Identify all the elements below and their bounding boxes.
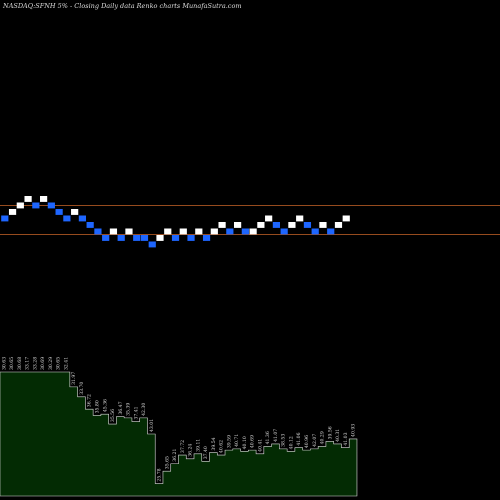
volume-label-14: 45.36 [102, 399, 108, 412]
renko-brick-1 [1, 215, 9, 222]
renko-brick-25 [187, 235, 195, 241]
renko-brick-37 [280, 228, 288, 235]
renko-brick-7 [47, 202, 55, 209]
renko-brick-33 [249, 228, 257, 235]
volume-label-43: 39.56 [327, 426, 333, 439]
volume-label-26: 39.11 [195, 439, 201, 452]
volume-label-38: 40.12 [289, 436, 295, 449]
renko-brick-8 [55, 209, 63, 215]
volume-label-32: 40.10 [242, 436, 248, 449]
renko-brick-10 [71, 209, 79, 215]
renko-brick-28 [210, 228, 218, 235]
renko-brick-3 [16, 202, 24, 209]
volume-label-46: 40.93 [351, 424, 357, 437]
renko-brick-20 [148, 241, 156, 248]
volume-area [0, 371, 358, 497]
renko-brick-21 [156, 235, 164, 241]
renko-brick-26 [195, 228, 203, 235]
volume-label-28: 39.54 [211, 437, 217, 450]
volume-label-29: 40.62 [219, 440, 225, 453]
volume-panel [0, 371, 358, 497]
renko-brick-38 [288, 222, 296, 228]
volume-label-18: 37.41 [133, 406, 139, 419]
volume-label-1: 30.63 [1, 357, 7, 370]
volume-label-45: 41.03 [343, 432, 349, 445]
volume-label-21: 25.78 [157, 468, 163, 481]
volume-label-35: 41.36 [265, 431, 271, 444]
volume-label-23: 36.21 [172, 449, 178, 462]
volume-label-12: 36.72 [87, 394, 93, 407]
renko-brick-2 [8, 209, 17, 215]
renko-brick-4 [24, 196, 32, 202]
renko-brick-5 [32, 202, 40, 209]
renko-brick-34 [257, 222, 265, 228]
volume-label-2: 30.65 [9, 357, 15, 370]
volume-label-6: 30.69 [40, 357, 46, 370]
renko-brick-41 [311, 228, 319, 235]
volume-label-11: 33.70 [79, 382, 85, 395]
volume-label-22: 35.65 [164, 456, 170, 469]
volume-label-15: 35.56 [110, 409, 116, 422]
volume-label-44: 40.31 [335, 429, 341, 442]
volume-label-42: 40.29 [320, 431, 326, 444]
volume-label-10: 31.97 [71, 372, 77, 385]
volume-label-24: 37.72 [180, 440, 186, 453]
renko-brick-13 [94, 228, 102, 235]
renko-brick-16 [117, 235, 125, 241]
renko-brick-24 [179, 228, 187, 235]
volume-label-8: 30.65 [56, 357, 62, 370]
volume-label-40: 40.96 [304, 435, 310, 448]
renko-brick-35 [265, 215, 273, 222]
volume-label-37: 38.53 [281, 434, 287, 447]
volume-label-36: 41.07 [273, 429, 279, 442]
volume-label-17: 35.39 [126, 403, 132, 416]
renko-brick-19 [140, 235, 149, 241]
volume-label-31: 40.71 [234, 434, 240, 447]
renko-brick-42 [319, 222, 327, 228]
renko-brick-12 [86, 222, 94, 228]
renko-brick-44 [334, 222, 343, 228]
volume-label-41: 42.07 [312, 434, 318, 447]
volume-label-9: 32.41 [63, 357, 69, 370]
renko-brick-29 [218, 222, 226, 228]
reference-lines [0, 205, 500, 235]
renko-bricks [1, 196, 350, 248]
renko-brick-39 [296, 215, 304, 222]
renko-brick-27 [202, 235, 211, 241]
volume-label-19: 42.30 [141, 403, 147, 416]
volume-label-20: 43.01 [149, 419, 155, 432]
renko-brick-15 [109, 228, 118, 235]
renko-brick-43 [327, 228, 335, 235]
volume-labels: 30.63 30.65 30.68 33.17 33.28 30.69 30.29 30.65… [1, 357, 356, 482]
renko-brick-22 [164, 228, 172, 235]
renko-brick-31 [234, 222, 242, 228]
volume-label-5: 33.28 [32, 357, 38, 370]
renko-brick-11 [78, 215, 86, 222]
volume-label-25: 36.24 [188, 444, 194, 457]
renko-brick-18 [133, 235, 141, 241]
volume-label-4: 33.17 [25, 357, 31, 370]
volume-label-34: 40.41 [257, 439, 263, 452]
renko-brick-14 [102, 235, 110, 241]
volume-label-16: 36.47 [118, 401, 124, 414]
renko-brick-9 [63, 215, 71, 222]
renko-brick-23 [171, 235, 180, 241]
volume-label-30: 39.59 [226, 435, 232, 448]
renko-brick-6 [40, 196, 48, 202]
renko-brick-30 [226, 228, 234, 235]
renko-brick-40 [303, 222, 312, 228]
renko-brick-36 [272, 222, 280, 228]
volume-label-7: 30.29 [48, 357, 54, 370]
renko-brick-32 [241, 228, 249, 235]
volume-label-13: 35.80 [95, 400, 101, 413]
volume-label-39: 41.06 [296, 432, 302, 445]
renko-brick-17 [125, 228, 133, 235]
volume-label-33: 40.69 [250, 435, 256, 448]
volume-label-3: 30.68 [17, 357, 23, 370]
volume-label-27: 37.40 [203, 446, 209, 459]
renko-brick-45 [342, 215, 350, 222]
chart-title: NASDAQ:SFNH 5% - Closing Daily data Renk… [3, 2, 242, 10]
